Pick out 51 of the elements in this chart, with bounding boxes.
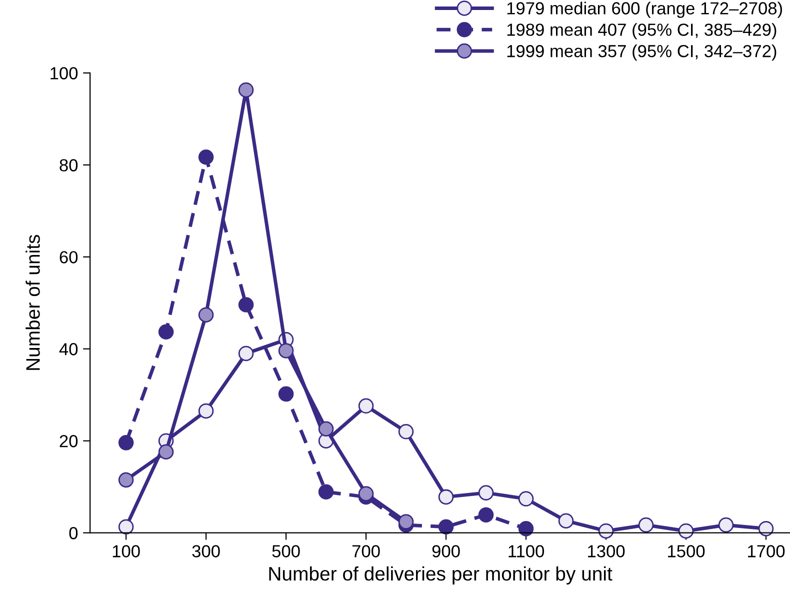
point: [678, 523, 694, 539]
point: [438, 519, 454, 534]
y-tick-label: 0: [69, 526, 78, 540]
y-tick-label: 40: [59, 343, 78, 356]
point: [238, 82, 254, 98]
x-tick-label: 700: [352, 545, 380, 558]
y-tick-label: 80: [60, 159, 78, 172]
legend-label: 1979 median 600 (range 172–2708): [507, 2, 782, 18]
point: [118, 472, 134, 488]
point: [238, 297, 254, 312]
point: [318, 421, 334, 437]
point: [758, 521, 774, 536]
point: [278, 386, 294, 402]
point: [158, 444, 174, 460]
point: [278, 343, 294, 358]
x-tick-label: 1300: [588, 545, 625, 558]
point: [118, 519, 134, 534]
x-tick-label: 1500: [668, 545, 705, 558]
point: [438, 489, 454, 505]
x-tick-label: 100: [112, 545, 140, 558]
y-tick-label: 100: [50, 67, 78, 80]
x-tick-label: 1700: [748, 545, 785, 558]
y-tick-label: 60: [60, 251, 78, 264]
point: [558, 513, 574, 528]
point: [238, 346, 254, 362]
x-tick-label: 500: [272, 545, 300, 558]
point: [198, 403, 214, 419]
point: [718, 517, 734, 533]
x-tick-label: 1100: [508, 545, 544, 558]
point: [118, 435, 134, 450]
point: [398, 424, 414, 440]
x-axis-title: Number of deliveries per monitor by unit: [269, 566, 612, 584]
legend-label: 1999 mean 357 (95% CI, 342–372): [507, 44, 776, 61]
x-tick-label: 300: [192, 545, 220, 558]
point: [518, 491, 534, 506]
point: [518, 521, 534, 536]
point: [598, 523, 614, 539]
point: [198, 149, 214, 165]
y-axis-title: Number of units: [26, 234, 40, 370]
y-tick-label: 20: [60, 435, 78, 448]
x-tick-label: 900: [432, 545, 460, 558]
point: [478, 507, 494, 523]
legend-label: 1989 mean 407 (95% CI, 385–429): [507, 23, 776, 40]
point: [638, 517, 654, 533]
point: [478, 485, 494, 500]
point: [398, 514, 414, 530]
point: [158, 324, 174, 340]
point: [358, 398, 374, 414]
point: [358, 486, 374, 502]
point: [198, 307, 214, 322]
point: [318, 484, 334, 500]
